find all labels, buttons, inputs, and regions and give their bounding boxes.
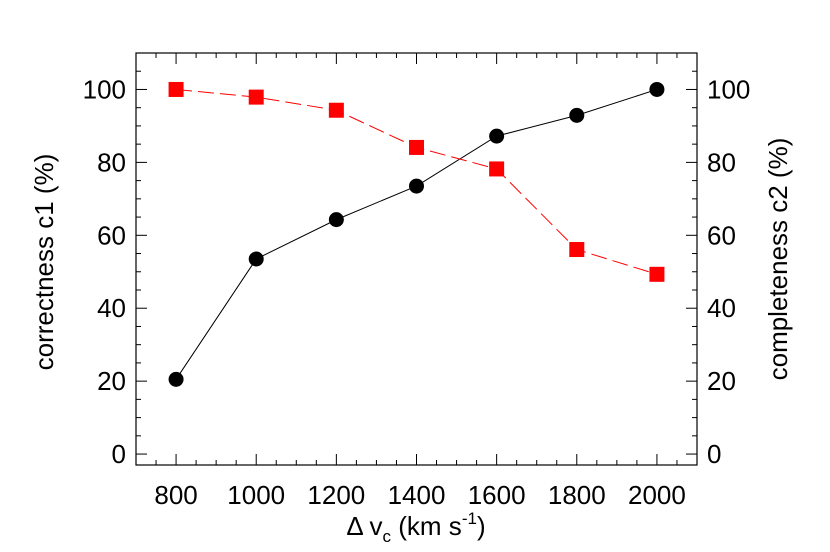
x-tick-label: 800: [154, 480, 197, 510]
series-line: [175, 88, 658, 380]
data-point: [569, 242, 585, 258]
data-point: [489, 161, 505, 177]
y-right-tick-label: 100: [707, 74, 750, 104]
y-left-tick-label: 0: [112, 439, 126, 469]
plot-frame: [135, 52, 698, 466]
y-left-tick-label: 40: [97, 293, 126, 323]
data-point: [168, 371, 184, 387]
data-point: [328, 212, 344, 228]
y-right-tick-label: 80: [707, 147, 736, 177]
x-tick-label: 1600: [468, 480, 526, 510]
data-point: [649, 266, 665, 282]
x-tick-label: 1800: [548, 480, 606, 510]
y-left-tick-label: 60: [97, 220, 126, 250]
y-left-tick-label: 100: [83, 74, 126, 104]
y-left-tick-label: 20: [97, 366, 126, 396]
data-point: [409, 178, 424, 194]
data-point: [569, 107, 585, 123]
data-point: [409, 139, 424, 155]
data-point: [168, 81, 184, 97]
axis-ticks: [135, 52, 698, 465]
tick-labels: 800 1000 1200 1400 1600 1800 20000204060801000…: [83, 74, 751, 510]
x-tick-label: 2000: [628, 480, 686, 510]
y-left-tick-label: 80: [97, 147, 126, 177]
x-tick-label: 1000: [227, 480, 285, 510]
left-axis-title: correctness c1 (%): [29, 154, 59, 371]
y-right-tick-label: 60: [707, 220, 736, 250]
data-point: [649, 81, 665, 97]
x-tick-label: 1400: [388, 480, 446, 510]
data-point: [248, 251, 264, 267]
data-point: [328, 102, 344, 118]
y-right-tick-label: 40: [707, 293, 736, 323]
y-right-tick-label: 20: [707, 366, 736, 396]
data-point: [489, 128, 505, 144]
y-right-tick-label: 0: [707, 439, 721, 469]
x-axis-title: Δ vc (km s-1): [346, 509, 485, 546]
x-tick-label: 1200: [307, 480, 365, 510]
series-layer: [168, 81, 665, 387]
right-axis-title: completeness c2 (%): [763, 138, 793, 381]
data-point: [248, 89, 264, 105]
